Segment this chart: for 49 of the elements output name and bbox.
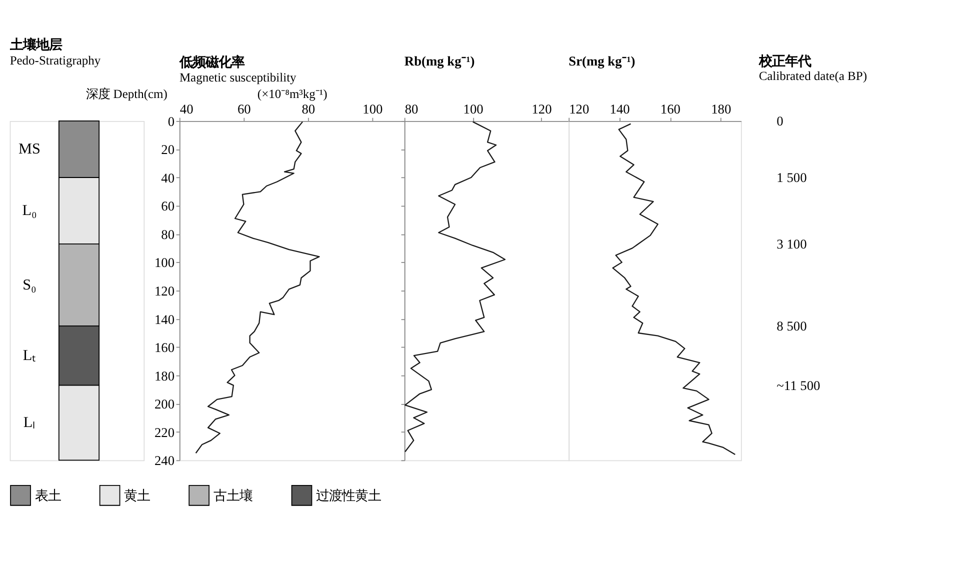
text: Lₜ: [22, 347, 36, 364]
y-tick-label: 20: [161, 142, 175, 158]
y-tick-label: 200: [154, 396, 175, 412]
text: 校正年代: [758, 54, 811, 69]
legend-label: 黄土: [124, 488, 150, 503]
x-tick-label: 140: [610, 101, 630, 116]
x-tick-label: 100: [463, 101, 484, 116]
chart-title: 土壤地层: [8, 37, 62, 52]
y-tick-label: 140: [154, 312, 175, 327]
x-tick-label: 40: [180, 101, 194, 116]
x-tick-label: 180: [711, 101, 732, 116]
text: ~11 500: [776, 378, 821, 393]
x-tick-label: 80: [404, 101, 419, 116]
chart-title: Sr(mg kg⁻¹): [568, 54, 636, 69]
x-tick-label: 100: [362, 101, 384, 116]
text: 3 100: [776, 236, 808, 252]
legend-label: 过渡性黄土: [316, 488, 382, 503]
y-tick-label: 180: [154, 368, 175, 384]
text: S₀: [22, 276, 36, 294]
x-tick-label: 120: [532, 101, 552, 116]
y-tick-label: 240: [154, 453, 175, 468]
x-tick-label: 80: [302, 101, 316, 116]
y-tick-label: 220: [154, 424, 175, 440]
legend-label: 表土: [34, 488, 61, 503]
text: L₀: [22, 202, 37, 220]
y-tick-label: 120: [154, 283, 175, 298]
y-tick-label: 60: [161, 198, 175, 214]
text: 0: [776, 113, 784, 128]
y-tick-label: 0: [168, 114, 175, 129]
line-series: [195, 121, 320, 454]
chart-title: Rb(mg kg⁻¹): [404, 54, 475, 69]
text: 1 500: [776, 170, 808, 185]
x-tick-label: 60: [237, 101, 252, 116]
x-tick-label: 120: [569, 101, 590, 116]
y-tick-label: 80: [161, 226, 175, 242]
x-tick-label: 160: [660, 101, 681, 116]
text: Calibrated date(a BP): [758, 68, 867, 83]
y-tick-label: 160: [154, 340, 175, 356]
y-axis-title: 深度 Depth(cm): [86, 87, 168, 102]
text: Lₗ: [23, 414, 36, 432]
y-tick-label: 100: [154, 255, 175, 270]
text: MS: [18, 140, 40, 158]
x-axis-title: (×10⁻⁸m³kg⁻¹): [257, 87, 328, 102]
y-tick-label: 40: [161, 170, 175, 186]
legend-label: 古土壤: [213, 488, 252, 503]
chart-title: 低频磁化率: [178, 54, 244, 70]
text: 8 500: [776, 318, 808, 334]
chart-subtitle: Pedo-Stratigraphy: [10, 53, 102, 68]
chart-subtitle: Magnetic susceptibility: [179, 70, 298, 85]
